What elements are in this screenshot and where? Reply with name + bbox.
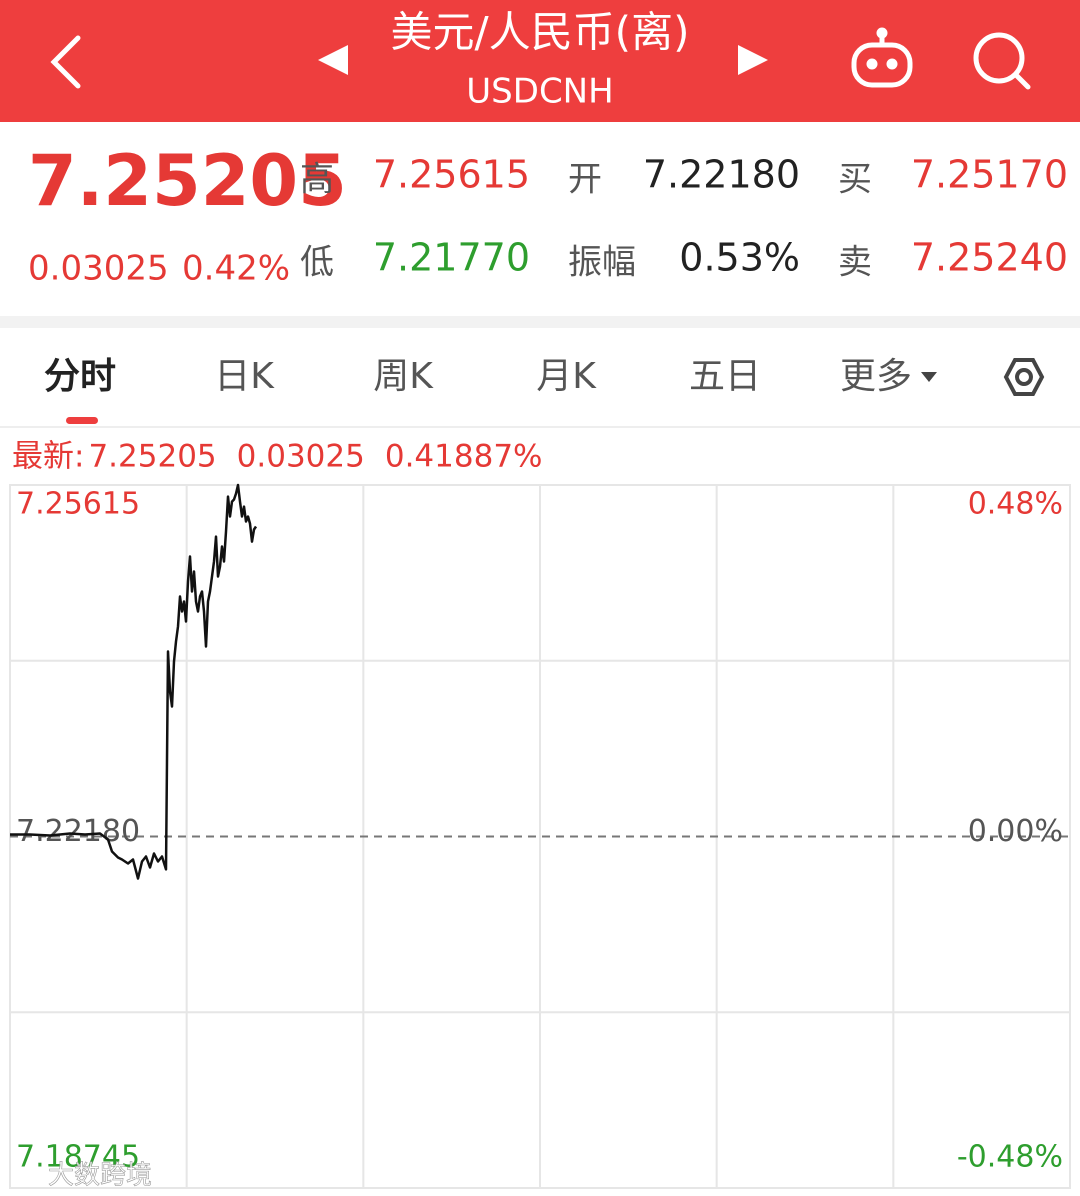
y-tick-label: 7.22180 bbox=[16, 814, 140, 849]
latest-info: 0.03025 bbox=[237, 439, 365, 475]
separator bbox=[0, 316, 1080, 328]
back-button[interactable] bbox=[50, 35, 81, 89]
y-tick-label: 7.18745 bbox=[16, 1140, 140, 1175]
latest-info: 7.25205 bbox=[88, 439, 216, 475]
y2-tick-label: -0.48% bbox=[957, 1140, 1063, 1175]
stat-value: 7.25170 bbox=[911, 153, 1068, 197]
stat-label: 振幅 bbox=[568, 243, 636, 283]
stat-label: 开 bbox=[568, 160, 602, 200]
search-icon[interactable] bbox=[973, 32, 1031, 90]
stat-value: 7.21770 bbox=[373, 236, 530, 280]
stat-label: 低 bbox=[300, 243, 334, 283]
next-button[interactable] bbox=[738, 45, 768, 75]
y2-tick-label: 0.00% bbox=[968, 814, 1063, 849]
y-tick-label: 7.25615 bbox=[16, 487, 140, 522]
tab[interactable]: 日K bbox=[214, 356, 275, 397]
watermark: 大数跨境 bbox=[48, 1161, 152, 1191]
tab[interactable]: 分时 bbox=[44, 356, 116, 397]
title: 美元/人民币(离) bbox=[391, 8, 690, 57]
price: 7.25205 bbox=[28, 140, 347, 222]
prev-button[interactable] bbox=[318, 45, 348, 75]
stat-label: 买 bbox=[838, 160, 872, 200]
code: USDCNH bbox=[466, 72, 613, 112]
more-caret bbox=[921, 372, 937, 382]
robot-icon[interactable] bbox=[851, 27, 913, 88]
tab[interactable]: 月K bbox=[536, 356, 597, 397]
tab[interactable]: 周K bbox=[373, 356, 434, 397]
latest-info: 最新: bbox=[12, 439, 84, 475]
stat-label: 卖 bbox=[838, 243, 872, 283]
stat-label: 高 bbox=[300, 160, 334, 200]
tab[interactable]: 更多 bbox=[840, 356, 912, 397]
stat-value: 7.25615 bbox=[373, 153, 530, 197]
change: 0.03025 bbox=[28, 249, 169, 289]
settings-icon[interactable] bbox=[1003, 358, 1045, 396]
header-bar bbox=[0, 0, 1080, 122]
active-tab-indicator bbox=[66, 417, 98, 424]
stat-value: 0.53% bbox=[679, 236, 800, 280]
latest-info: 0.41887% bbox=[385, 439, 543, 475]
price-line bbox=[10, 483, 258, 880]
y2-tick-label: 0.48% bbox=[968, 487, 1063, 522]
stat-value: 7.22180 bbox=[643, 153, 800, 197]
change-pct: 0.42% bbox=[182, 249, 290, 289]
stat-value: 7.25240 bbox=[911, 236, 1068, 280]
tab[interactable]: 五日 bbox=[689, 356, 761, 397]
